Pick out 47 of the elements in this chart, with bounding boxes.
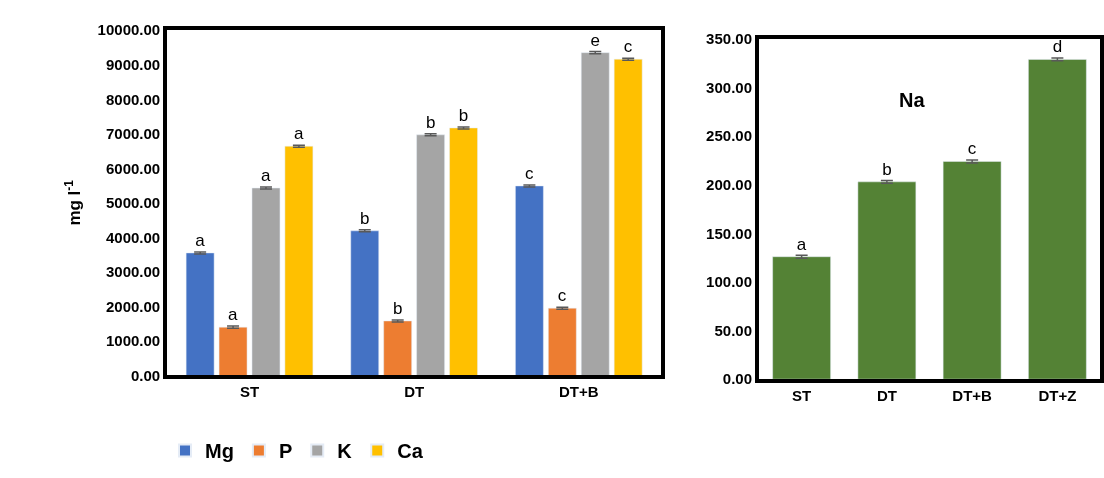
data-label: e bbox=[590, 30, 600, 50]
y-tick-label: 1000.00 bbox=[105, 332, 161, 350]
x-tick-label: DT+Z bbox=[1038, 387, 1077, 405]
data-label: c bbox=[623, 37, 633, 57]
data-label: a bbox=[228, 305, 239, 325]
legend-label: K bbox=[337, 440, 353, 463]
x-tick-label: DT+B bbox=[952, 387, 993, 405]
x-tick-label: DT+B bbox=[558, 383, 599, 401]
legend-label: Mg bbox=[205, 440, 234, 463]
data-label: b bbox=[425, 112, 436, 132]
y-tick-label: 350.00 bbox=[706, 30, 752, 48]
y-tick-label: 100.00 bbox=[706, 273, 752, 291]
y-tick-label: 250.00 bbox=[706, 127, 752, 145]
y-tick-label: 8000.00 bbox=[105, 90, 161, 108]
y-tick-label: 7000.00 bbox=[105, 125, 161, 143]
y-tick-label: 50.00 bbox=[714, 321, 752, 339]
data-label: a bbox=[796, 234, 807, 254]
x-tick-label: DT bbox=[404, 383, 425, 401]
legend-label: Ca bbox=[397, 440, 424, 463]
x-tick-label: ST bbox=[239, 383, 260, 401]
y-tick-label: 6000.00 bbox=[105, 159, 161, 177]
data-label: b bbox=[882, 159, 892, 179]
y-tick-label: 0.00 bbox=[722, 370, 752, 388]
x-tick-label: ST bbox=[792, 387, 812, 405]
y-tick-label: 200.00 bbox=[706, 176, 752, 194]
data-label: b bbox=[360, 208, 370, 228]
y-tick-label: 4000.00 bbox=[105, 228, 161, 246]
data-label: b bbox=[458, 105, 469, 125]
data-label: c bbox=[557, 286, 567, 306]
data-label: a bbox=[293, 124, 304, 144]
data-label: b bbox=[392, 298, 403, 318]
data-label: a bbox=[260, 166, 271, 186]
y-tick-label: 150.00 bbox=[706, 224, 752, 242]
x-tick-label: DT bbox=[876, 387, 897, 405]
legend-label: P bbox=[278, 440, 293, 463]
data-label: a bbox=[195, 230, 206, 250]
y-tick-label: 3000.00 bbox=[105, 263, 161, 281]
y-tick-label: 0.00 bbox=[131, 366, 161, 384]
data-label: d bbox=[1052, 37, 1063, 57]
y-tick-label: 300.00 bbox=[706, 78, 752, 96]
y-tick-label: 5000.00 bbox=[105, 194, 161, 212]
data-label: c bbox=[967, 139, 977, 159]
y-tick-label: 10000.00 bbox=[97, 21, 161, 39]
data-label: c bbox=[524, 163, 534, 183]
y-tick-label: 2000.00 bbox=[105, 297, 161, 315]
text: Na bbox=[899, 89, 926, 111]
y-tick-label: 9000.00 bbox=[105, 55, 161, 73]
